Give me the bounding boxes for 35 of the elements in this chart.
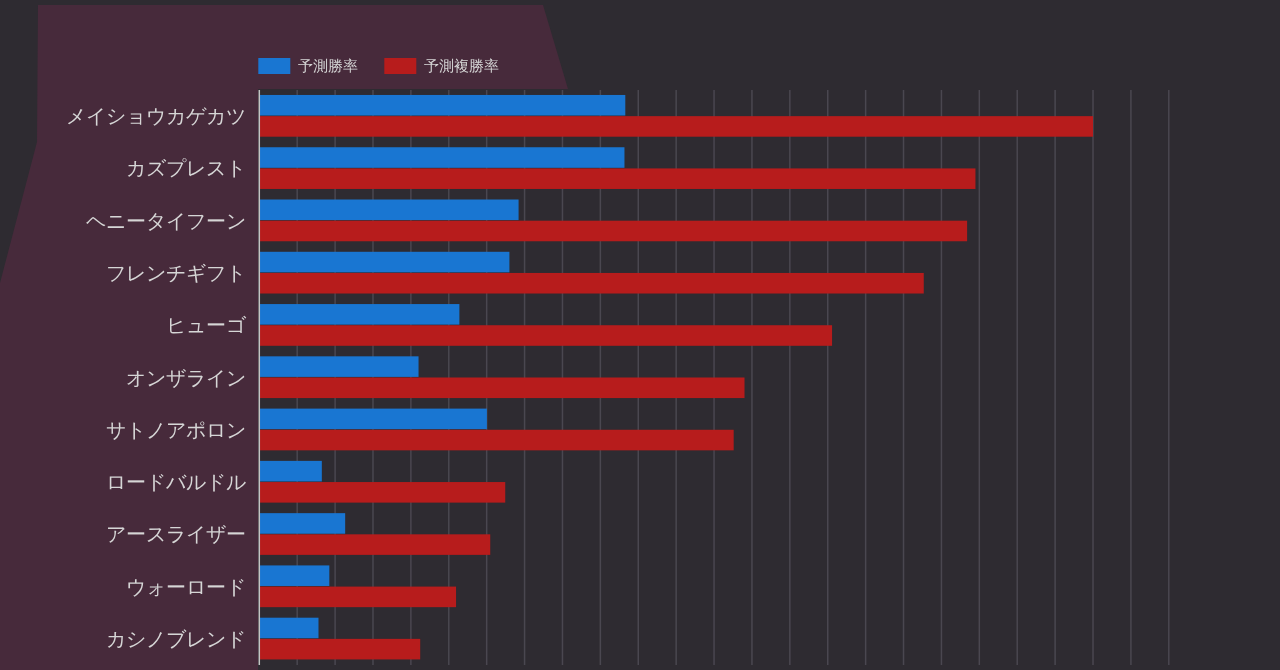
- y-tick-label: ウォーロード: [126, 574, 247, 599]
- bar: [259, 116, 1094, 137]
- bar: [259, 408, 487, 430]
- y-tick-label: サトノアポロン: [106, 417, 247, 442]
- bar: [259, 147, 625, 168]
- bar: [259, 460, 322, 482]
- bar: [259, 251, 510, 273]
- y-tick-label: フレンチギフト: [106, 260, 247, 285]
- legend-label: 予測勝率: [298, 57, 359, 75]
- bar: [259, 94, 626, 116]
- bar: [259, 168, 976, 189]
- y-tick-label: ヘニータイフーン: [86, 208, 247, 233]
- y-tick-label: カズプレスト: [126, 156, 247, 181]
- bar: [259, 304, 460, 325]
- y-tick-label: アースライザー: [106, 522, 247, 547]
- bar: [259, 513, 346, 534]
- y-tick-label: カシノブレンド: [106, 626, 247, 651]
- bar: [259, 534, 491, 555]
- y-tick-label: メイショウカゲカツ: [66, 104, 247, 129]
- legend-label: 予測複勝率: [424, 57, 500, 75]
- bar: [259, 429, 734, 451]
- bar: [259, 617, 319, 639]
- bar: [259, 565, 330, 586]
- bar: [259, 272, 924, 294]
- y-tick-label: ロードバルドル: [106, 470, 247, 495]
- bar: [259, 586, 457, 608]
- bar: [259, 356, 419, 377]
- bar: [259, 638, 421, 660]
- bar: [259, 482, 506, 503]
- bar: [259, 220, 968, 242]
- y-tick-label: オンザライン: [126, 365, 247, 390]
- bar: [259, 199, 519, 221]
- y-tick-label: ヒューゴ: [166, 313, 248, 338]
- bar: [259, 325, 833, 346]
- bar: [259, 377, 745, 399]
